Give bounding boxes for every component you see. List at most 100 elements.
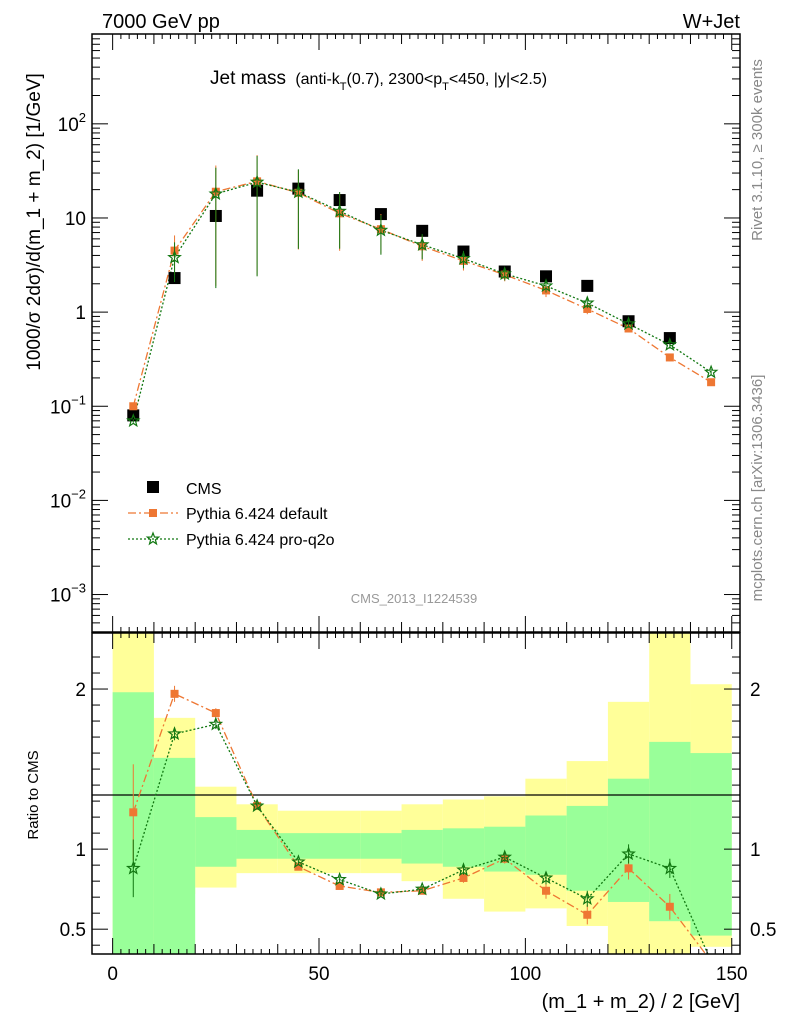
y-tick-label-base: 10 xyxy=(65,209,86,230)
data-point-default xyxy=(129,402,138,411)
y-tick-label-exponent: −1 xyxy=(71,392,86,407)
data-point-pro-q2o xyxy=(373,222,389,237)
ratio-point-pro-q2o xyxy=(497,849,513,864)
ratio-y-tick-label-left: 2 xyxy=(75,680,86,701)
x-axis-label: (m_1 + m_2) / 2 [GeV] xyxy=(542,991,740,1013)
y-tick-label: 102 xyxy=(58,110,86,136)
ratio-point-pro-q2o xyxy=(621,846,636,861)
plot-subtitle-b: (0.7), 2300<p xyxy=(347,71,443,88)
y-tick-label: 10 xyxy=(65,209,86,230)
ratio-point-pro-q2o xyxy=(662,860,678,875)
plot-subtitle-sub1: T xyxy=(340,81,347,93)
ratio-point-default xyxy=(129,808,138,817)
ratio-axis-ticks xyxy=(92,633,740,954)
data-point-pro-q2o xyxy=(579,295,595,310)
ratio-point-default xyxy=(624,864,633,873)
ratio-y-tick-label-left: 0.5 xyxy=(60,920,86,941)
data-point-pro-q2o xyxy=(208,186,224,201)
band-1sigma xyxy=(690,753,732,936)
band-1sigma xyxy=(360,833,402,859)
plot-title: Jet mass (anti-kT(0.7), 2300<pT<450, |y|… xyxy=(210,68,547,93)
ratio-line-default xyxy=(132,692,707,954)
legend-star-shape xyxy=(145,531,161,546)
ratio-y-tick-label-left: 1 xyxy=(75,840,86,861)
plot-subtitle-a: (anti-k xyxy=(295,71,340,88)
x-tick-label: 150 xyxy=(716,964,748,985)
ratio-point-default xyxy=(459,873,468,882)
band-1sigma xyxy=(236,829,278,859)
ratio-point-pro-q2o xyxy=(579,891,595,905)
y-tick-label-exponent: −3 xyxy=(71,581,86,596)
plot-title-main: Jet mass xyxy=(210,68,286,89)
ratio-point-pro-q2o xyxy=(125,860,141,875)
plot-subtitle-sub2: T xyxy=(442,81,449,93)
y-tick-label-exponent: 2 xyxy=(79,110,86,125)
analysis-id: CMS_2013_I1224539 xyxy=(351,591,478,606)
y-tick-label: 1 xyxy=(75,303,86,324)
data-point-pro-q2o xyxy=(662,337,678,351)
ratio-point-pro-q2o xyxy=(167,726,182,741)
y-tick-label-base: 10 xyxy=(58,115,79,136)
data-point-pro-q2o xyxy=(414,236,430,252)
ratio-point-default xyxy=(707,957,715,965)
band-1sigma xyxy=(442,828,485,867)
process-label: W+Jet xyxy=(683,11,741,33)
data-point-default xyxy=(583,304,592,313)
ratio-point-default xyxy=(542,886,551,895)
ratio-point-default xyxy=(583,910,592,919)
legend-marker-pro-q2o xyxy=(145,531,161,546)
ratio-y-tick-label-right: 0.5 xyxy=(750,920,776,941)
y-tick-label-base: 1 xyxy=(75,303,86,324)
data-point-pro-q2o xyxy=(332,203,347,218)
data-point-default xyxy=(707,378,716,387)
ratio-line-pro-q2o xyxy=(132,723,709,954)
ratio-tick-labels: 0.5 0.5 1 1 2 2 0 50 100 150 xyxy=(60,680,777,985)
energy-label: 7000 GeV pp xyxy=(102,11,220,33)
top-series-layer xyxy=(125,155,719,632)
y-tick-label-base: 10 xyxy=(50,397,71,418)
data-point-pro-q2o xyxy=(456,250,471,265)
data-point-pro-q2o xyxy=(249,174,265,189)
x-tick-label: 0 xyxy=(107,964,118,985)
ratio-point-pro-q2o xyxy=(456,862,471,877)
ratio-point-pro-q2o xyxy=(291,854,306,869)
plot-subtitle-c: <450, |y|<2.5) xyxy=(449,71,547,88)
ratio-series-layer xyxy=(125,685,715,965)
y-tick-label: 10−2 xyxy=(50,486,86,512)
ratio-plot-panel: 0.5 0.5 1 1 2 2 0 50 100 150 Ratio to CMS (m_1 + … xyxy=(25,632,777,1013)
data-point-pro-q2o xyxy=(538,278,554,293)
y-tick-label: 10−3 xyxy=(50,581,86,607)
ratio-point-pro-q2o xyxy=(332,871,347,886)
y-tick-label-exponent: −2 xyxy=(71,486,86,501)
x-tick-label: 100 xyxy=(510,964,542,985)
y-tick-label-base: 10 xyxy=(50,586,71,607)
legend-label-pro-q2o: Pythia 6.424 pro-q2o xyxy=(186,532,335,549)
band-1sigma xyxy=(566,805,608,891)
data-point-default xyxy=(665,353,674,362)
band-1sigma xyxy=(607,778,650,902)
legend-label-default: Pythia 6.424 default xyxy=(186,506,328,523)
y-tick-label: 10−1 xyxy=(50,392,86,418)
data-point-default xyxy=(624,324,633,333)
band-1sigma xyxy=(319,833,361,859)
band-1sigma xyxy=(649,741,691,922)
ratio-point-pro-q2o xyxy=(249,798,265,813)
legend-marker-default xyxy=(149,509,157,517)
legend-marker-cms xyxy=(147,481,159,493)
ratio-point-pro-q2o xyxy=(538,870,554,885)
band-1sigma xyxy=(525,815,567,875)
ratio-point-pro-q2o xyxy=(373,886,389,901)
band-1sigma xyxy=(153,757,196,954)
legend: CMS Pythia 6.424 default Pythia 6.424 pr… xyxy=(128,481,335,549)
ratio-y-tick-label-right: 1 xyxy=(750,840,761,861)
ratio-point-default xyxy=(170,689,179,698)
ratio-frame xyxy=(91,632,741,955)
data-point-cms xyxy=(416,224,429,237)
band-1sigma xyxy=(484,826,526,872)
data-point-cms xyxy=(540,270,553,283)
ratio-point-pro-q2o xyxy=(208,716,224,731)
data-point-pro-q2o xyxy=(291,184,306,199)
data-point-cms xyxy=(581,279,594,292)
